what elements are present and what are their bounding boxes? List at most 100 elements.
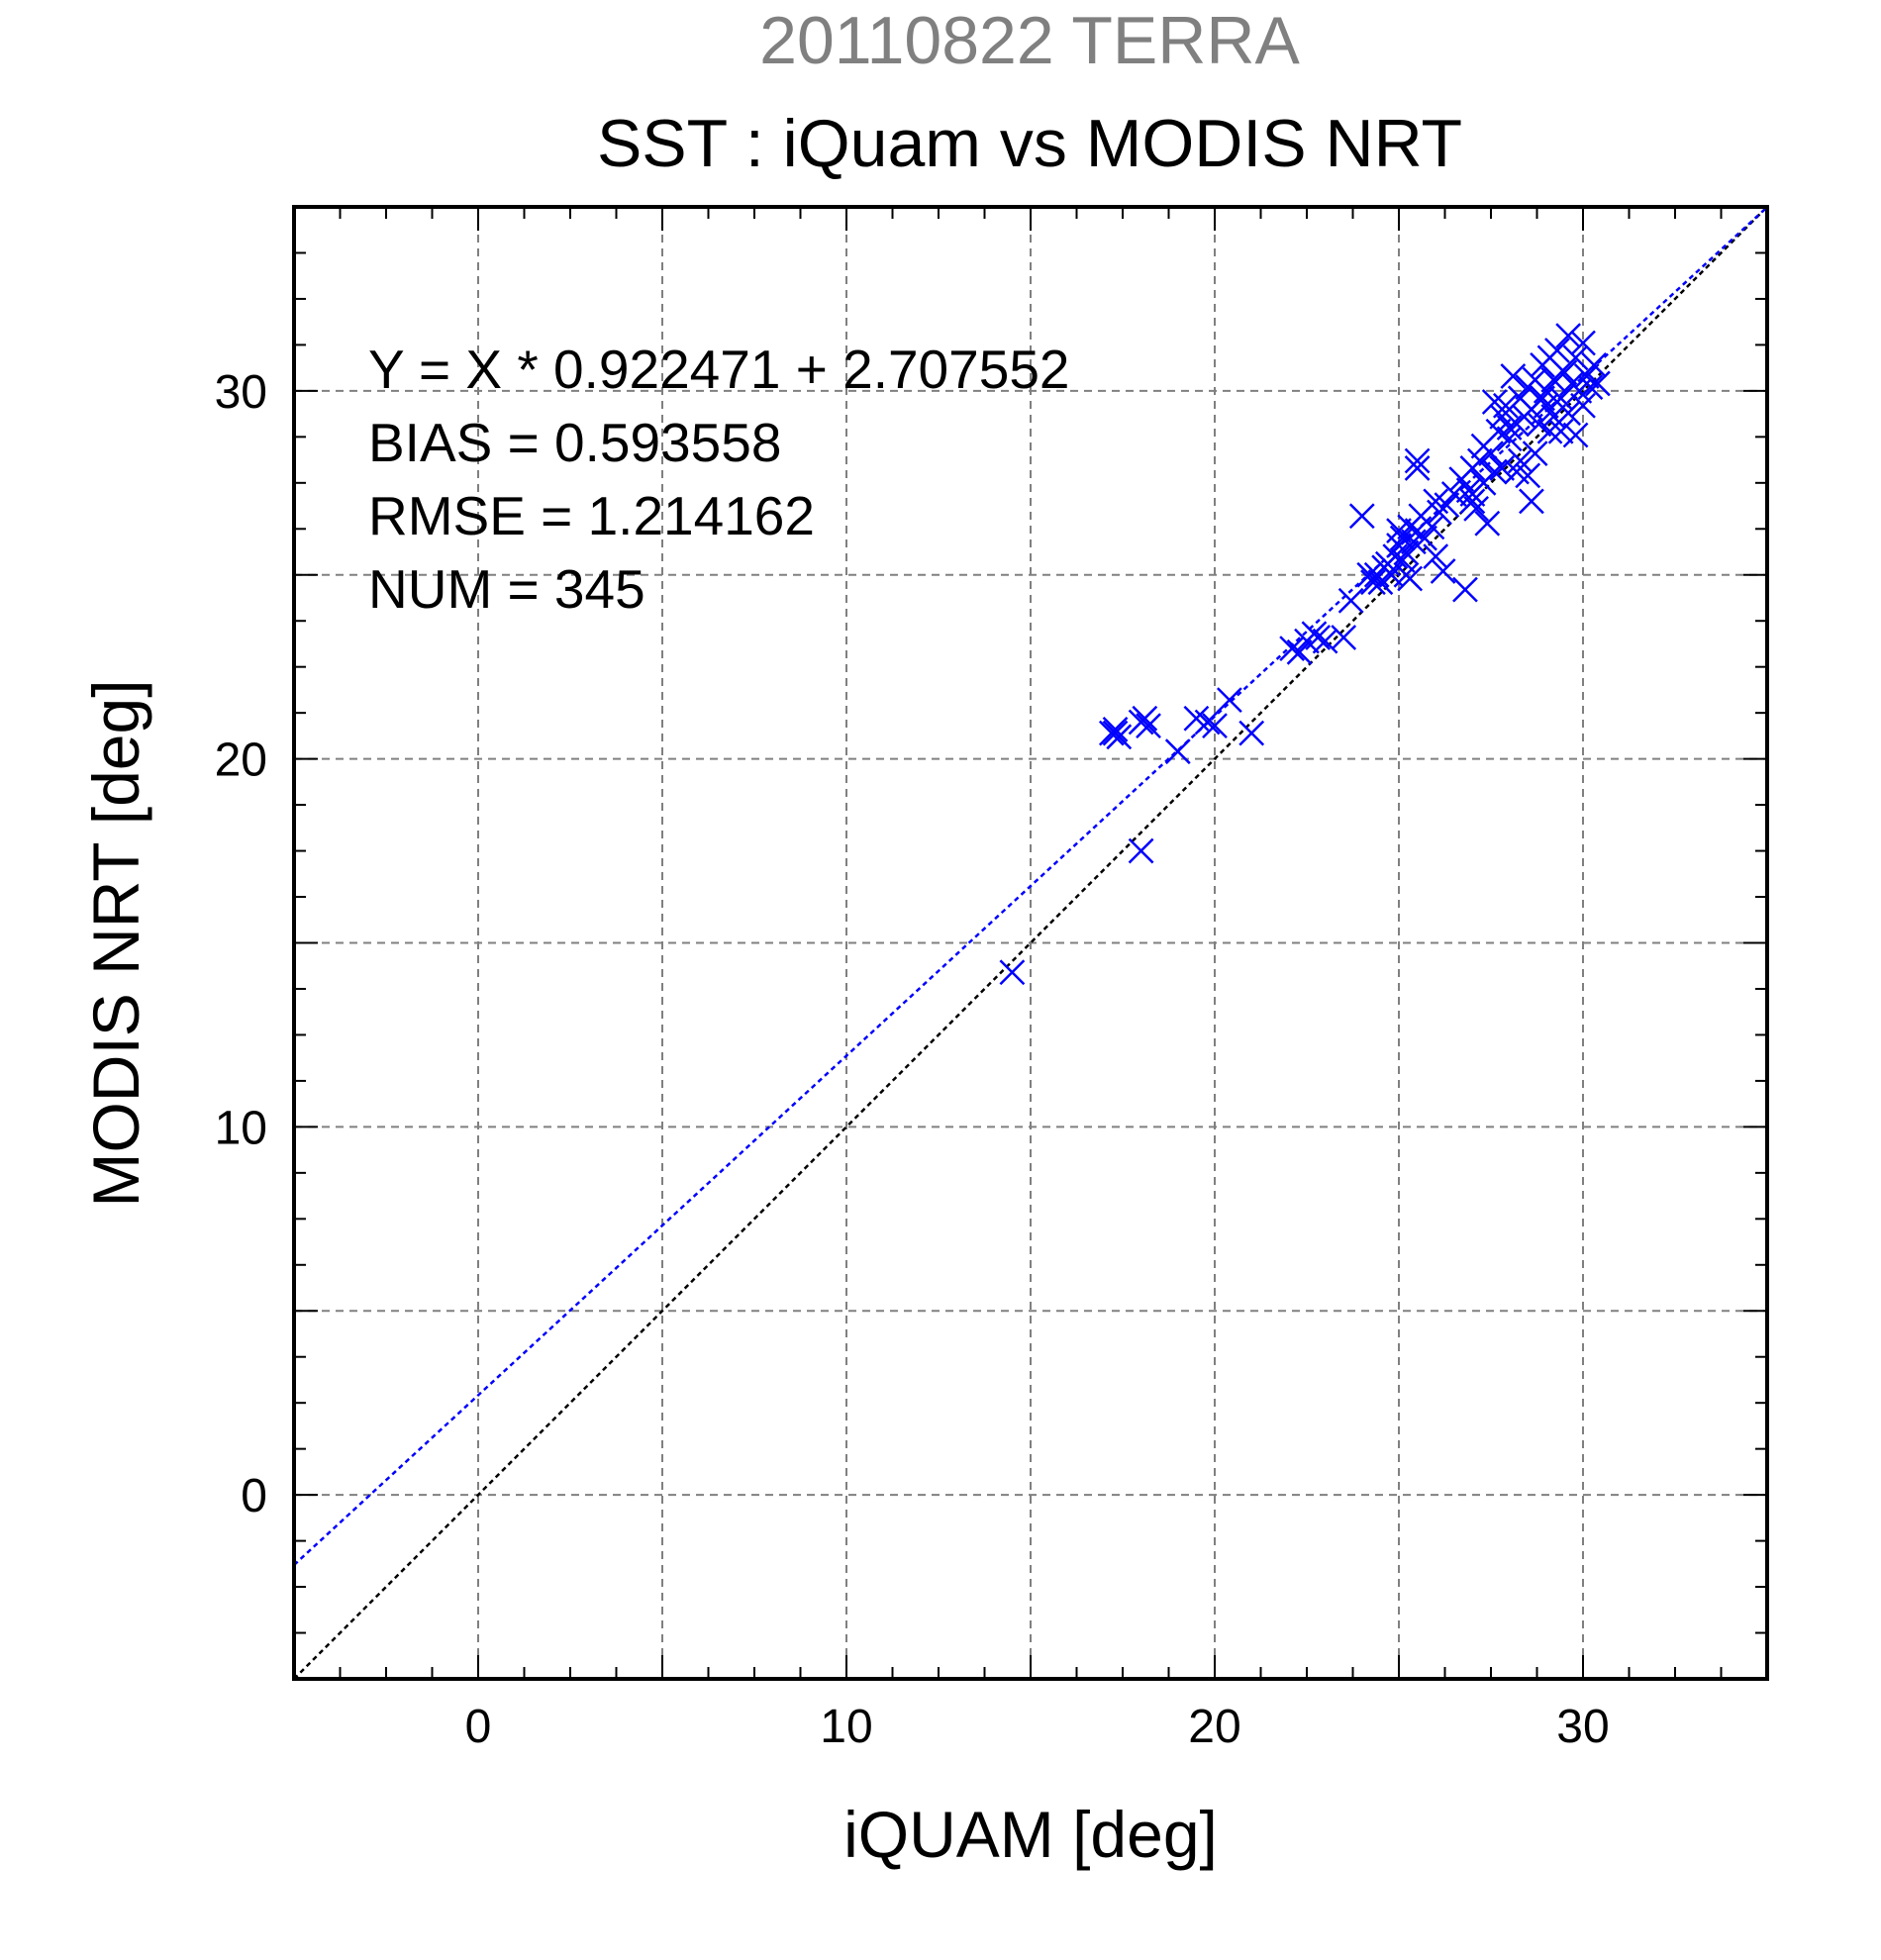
data-point-stroke xyxy=(1305,625,1332,650)
data-point-stroke xyxy=(1544,338,1570,363)
data-point-stroke xyxy=(1452,576,1478,603)
data-point-stroke xyxy=(1573,363,1600,389)
data-point-stroke xyxy=(1466,447,1493,474)
data-point xyxy=(1412,525,1437,551)
data-point xyxy=(999,959,1026,986)
data-point-stroke xyxy=(1496,426,1523,452)
data-point-stroke xyxy=(1526,411,1552,438)
data-point-stroke xyxy=(1515,462,1541,489)
data-point xyxy=(1440,481,1467,507)
data-point-stroke xyxy=(1216,687,1242,714)
data-point xyxy=(1544,338,1570,363)
data-point-stroke xyxy=(1404,447,1431,474)
data-point-stroke xyxy=(1348,503,1375,530)
fit-equation-text: Y = X * 0.922471 + 2.707552 xyxy=(368,339,1070,400)
data-point-stroke xyxy=(1507,447,1534,474)
data-point-stroke xyxy=(1423,543,1449,570)
data-point xyxy=(1348,503,1375,530)
data-point-stroke xyxy=(1481,458,1508,485)
data-point xyxy=(1356,561,1383,588)
data-point xyxy=(1404,447,1431,474)
data-point xyxy=(1555,323,1582,348)
data-point xyxy=(1496,426,1523,452)
data-point xyxy=(1397,565,1424,592)
data-point xyxy=(1279,636,1306,661)
data-point xyxy=(1419,514,1445,540)
data-point-stroke xyxy=(1440,481,1467,507)
data-point xyxy=(1500,363,1527,389)
data-point xyxy=(1547,418,1574,444)
data-point xyxy=(1305,625,1332,650)
data-point xyxy=(1489,455,1516,481)
data-point xyxy=(1238,720,1265,746)
data-point xyxy=(1522,441,1548,466)
x-tick-label: 30 xyxy=(1556,1701,1609,1753)
data-point-stroke xyxy=(1547,385,1574,412)
data-point-stroke xyxy=(1367,569,1394,596)
data-point xyxy=(1463,495,1490,522)
data-point-stroke xyxy=(1536,418,1563,444)
num-text: NUM = 345 xyxy=(368,558,645,620)
data-point-stroke xyxy=(1570,330,1596,356)
data-point-stroke xyxy=(1128,837,1154,864)
reference-lines xyxy=(293,206,1768,1680)
data-point-stroke xyxy=(1194,709,1221,735)
data-point xyxy=(1570,392,1596,419)
data-point-stroke xyxy=(1132,705,1158,732)
data-point xyxy=(1286,638,1313,665)
data-point-stroke xyxy=(1489,455,1516,481)
data-point-stroke xyxy=(1562,422,1589,448)
data-point-stroke xyxy=(1389,525,1416,551)
data-point xyxy=(1128,837,1154,864)
data-point-stroke xyxy=(1496,415,1523,441)
data-point xyxy=(1367,569,1394,596)
data-point-stroke xyxy=(1136,713,1161,739)
data-point xyxy=(1515,462,1541,489)
data-point-stroke xyxy=(1522,441,1548,466)
data-point xyxy=(1577,374,1604,401)
data-point-stroke xyxy=(999,959,1026,986)
data-point-stroke xyxy=(1102,717,1129,742)
fit-line xyxy=(293,206,1768,1566)
data-point-stroke xyxy=(1279,636,1306,661)
chart-title: 20110822 TERRA xyxy=(759,3,1300,78)
x-axis-label: iQUAM [deg] xyxy=(843,1798,1218,1871)
data-point-stroke xyxy=(1337,587,1364,614)
data-point-stroke xyxy=(1404,455,1431,481)
y-tick-label: 10 xyxy=(215,1102,267,1154)
data-point xyxy=(1507,447,1534,474)
data-point-stroke xyxy=(1547,418,1574,444)
data-point xyxy=(1466,447,1493,474)
data-point xyxy=(1423,488,1449,515)
data-point xyxy=(1584,370,1611,397)
data-point-stroke xyxy=(1397,565,1424,592)
data-point xyxy=(1547,385,1574,412)
x-tick-label: 0 xyxy=(465,1701,492,1753)
data-point-stroke xyxy=(1412,525,1437,551)
data-point-stroke xyxy=(1540,404,1567,430)
data-point-stroke xyxy=(1331,625,1357,650)
data-point xyxy=(1474,510,1501,537)
data-point xyxy=(1194,709,1221,735)
data-point-stroke xyxy=(1164,738,1191,765)
data-point-stroke xyxy=(1492,392,1519,419)
data-point-stroke xyxy=(1551,359,1578,386)
data-point xyxy=(1526,411,1552,438)
data-point xyxy=(1430,558,1456,584)
y-tick-label: 30 xyxy=(215,366,267,419)
grid-lines xyxy=(294,207,1767,1679)
data-point-stroke xyxy=(1481,389,1508,415)
data-point-stroke xyxy=(1183,705,1210,732)
data-point-stroke xyxy=(1570,392,1596,419)
data-point-stroke xyxy=(1312,628,1338,654)
data-point xyxy=(1459,488,1486,515)
data-point xyxy=(1136,713,1161,739)
data-point xyxy=(1540,404,1567,430)
data-point xyxy=(1423,543,1449,570)
data-point-stroke xyxy=(1519,488,1544,515)
data-point xyxy=(1216,687,1242,714)
data-point-stroke xyxy=(1530,385,1555,412)
data-point xyxy=(1562,422,1589,448)
data-point xyxy=(1202,713,1228,739)
